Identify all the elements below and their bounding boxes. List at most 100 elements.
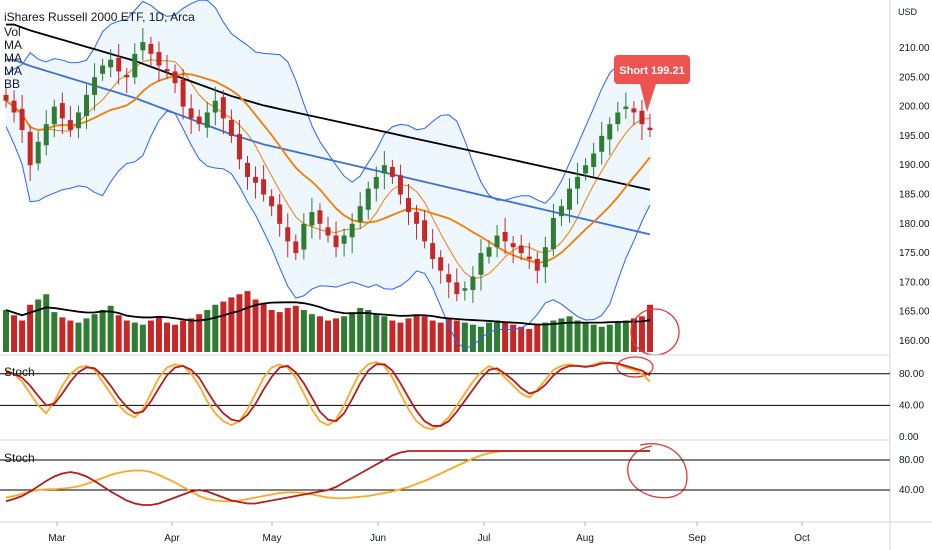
stoch-axis-label: 40.00 [899,485,924,496]
candle[interactable] [100,58,106,81]
candle[interactable] [591,142,597,177]
candle[interactable] [277,193,283,237]
candle[interactable] [325,216,331,243]
candle[interactable] [309,198,315,239]
candle-body [148,43,154,54]
candlesticks[interactable] [3,28,653,303]
candle[interactable] [301,213,307,260]
candle[interactable] [293,234,299,261]
candle[interactable] [140,28,146,61]
candle[interactable] [261,165,267,202]
candle[interactable] [494,224,500,258]
candle[interactable] [108,49,114,78]
candle[interactable] [446,263,452,299]
candle[interactable] [526,242,532,269]
stoch-panel-2[interactable]: 80.00 40.00 [0,450,924,506]
candle[interactable] [132,43,138,85]
candle-body [164,69,170,72]
candle[interactable] [575,162,581,205]
candle[interactable] [647,113,653,138]
candle[interactable] [172,64,178,94]
candle[interactable] [534,251,540,284]
candle[interactable] [285,213,291,258]
candle[interactable] [406,183,411,225]
candle[interactable] [333,221,339,258]
candle[interactable] [470,265,476,303]
candle[interactable] [462,281,468,301]
time-axis[interactable]: Mar Apr May Jun Jul Aug Sep Oct [48,522,810,544]
candle[interactable] [510,236,516,264]
candle-body [357,206,363,223]
candle[interactable] [317,203,323,240]
candle[interactable] [3,87,9,108]
candle[interactable] [35,131,41,171]
volume-bar [292,305,299,352]
candle[interactable] [19,94,25,143]
stoch-panel-1[interactable]: 80.00 40.00 0.00 [0,360,924,443]
candle[interactable] [414,205,420,240]
candle[interactable] [67,106,73,138]
candle[interactable] [373,166,379,202]
price-axis[interactable]: 210.00 205.00 200.00 195.00 190.00 185.00 180.… [899,43,930,347]
candle[interactable] [51,99,57,138]
candle[interactable] [212,86,218,126]
candle[interactable] [92,63,98,111]
candle[interactable] [27,124,33,182]
candle[interactable] [59,92,65,135]
candle[interactable] [438,250,444,284]
candle[interactable] [204,101,210,138]
candle[interactable] [550,203,556,257]
candle[interactable] [236,120,242,170]
candle[interactable] [164,55,170,79]
candle[interactable] [188,94,194,135]
candle[interactable] [196,109,202,132]
candle[interactable] [116,43,122,85]
candle[interactable] [639,100,645,141]
candle[interactable] [357,192,363,230]
candle[interactable] [75,105,81,139]
candle[interactable] [567,178,572,223]
candle[interactable] [623,92,629,119]
candle[interactable] [583,158,589,181]
candle[interactable] [558,199,564,227]
candle[interactable] [454,268,460,302]
candle[interactable] [631,101,637,126]
candle[interactable] [422,209,428,249]
candle[interactable] [615,101,621,132]
candle[interactable] [220,90,226,135]
candle[interactable] [156,41,162,82]
candle-body [84,94,89,116]
volume-bar [204,310,211,352]
stoch-k-line [5,450,650,506]
candle[interactable] [518,234,524,261]
candle[interactable] [349,213,355,254]
candle[interactable] [43,110,49,156]
candle[interactable] [341,228,347,257]
candle[interactable] [124,67,130,94]
short-annotation-bubble[interactable] [614,55,690,84]
candle[interactable] [84,84,89,129]
candle[interactable] [180,69,186,120]
candle[interactable] [397,164,403,205]
candle[interactable] [148,36,154,67]
candle[interactable] [389,159,395,184]
candle-body [567,188,572,210]
candle[interactable] [253,166,259,199]
short-annotation[interactable]: Short 199.21 [614,55,690,112]
candle[interactable] [430,229,436,269]
candle[interactable] [599,121,605,165]
candle[interactable] [486,240,492,264]
candle[interactable] [607,117,613,156]
candle[interactable] [269,189,275,217]
candle[interactable] [365,181,371,220]
stoch2-label: Stoch [4,451,35,465]
candle[interactable] [502,217,508,255]
candle[interactable] [478,239,484,291]
candle[interactable] [542,236,548,283]
candle[interactable] [228,109,234,143]
candle-body [180,79,186,107]
candle[interactable] [245,155,250,190]
candle[interactable] [11,90,17,123]
candle[interactable] [381,151,387,190]
